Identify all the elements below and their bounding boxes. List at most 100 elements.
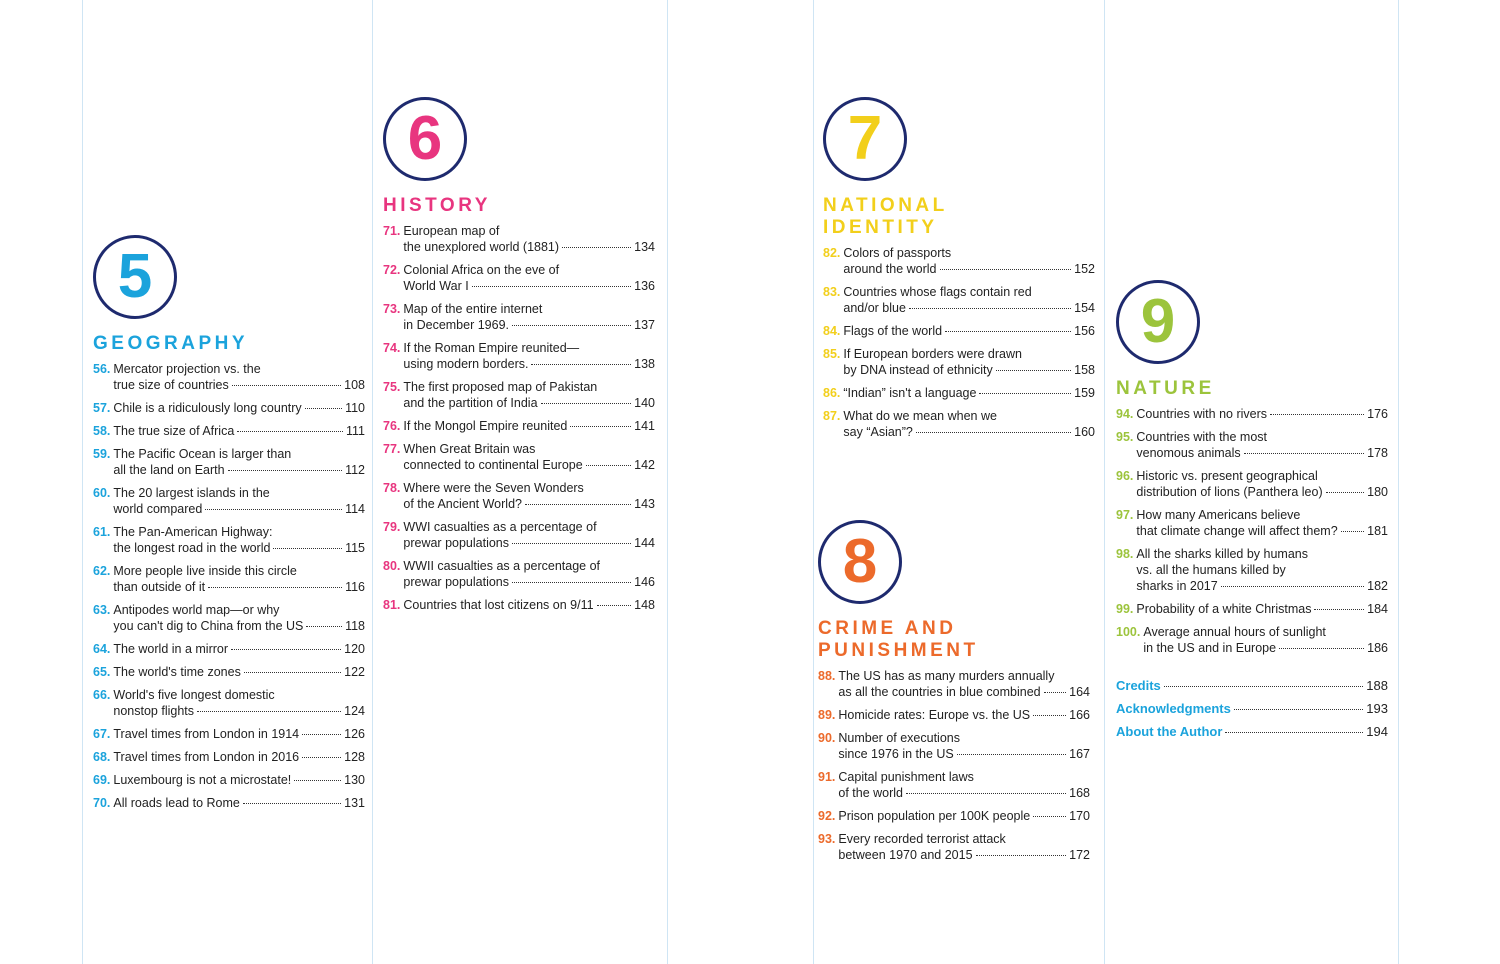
entry-last-line: since 1976 in the US 167 [838,746,1090,762]
entry-last-line: in December 1969. 137 [403,317,655,333]
section-title: CRIME AND PUNISHMENT [818,618,1090,662]
entry-body: More people live inside this circle than … [113,563,365,595]
entry-number: 87. [823,409,841,423]
entry-body: Countries that lost citizens on 9/11 148 [403,597,655,613]
entry-last-line: using modern borders. 138 [403,356,655,372]
entry-number: 59. [93,447,111,461]
entry-body: Homicide rates: Europe vs. the US 166 [838,707,1090,723]
section-title: HISTORY [383,195,655,217]
toc-entry: 81. Countries that lost citizens on 9/11 1… [383,597,655,613]
entry-last-line: all the land on Earth 112 [113,462,365,478]
entry-last-line: of the world 168 [838,785,1090,801]
entry-body: The Pan-American Highway: the longest roa… [113,524,365,556]
entry-last-line: Prison population per 100K people 170 [838,808,1090,824]
toc-entry: 89. Homicide rates: Europe vs. the US 166 [818,707,1090,723]
entry-title-line: using modern borders. [403,357,529,371]
page-number: 115 [345,541,365,555]
entry-number: 93. [818,832,836,846]
leader [227,470,343,471]
toc-entry: 62. More people live inside this circle th… [93,563,365,595]
entry-title-line: World's five longest domestic [113,688,275,702]
entry-last-line: Probability of a white Christmas 184 [1136,601,1388,617]
entry-number: 88. [818,669,836,683]
entry-title-line: The 20 largest islands in the [113,486,270,500]
entry-body: Colonial Africa on the eve of World War I… [403,262,655,294]
leader [1163,686,1364,687]
entry-title-line: All the sharks killed by humans [1136,547,1308,561]
entry-title-line: vs. all the humans killed by [1136,563,1286,577]
entry-title-line: When Great Britain was [403,442,536,456]
entry-title-line: Average annual hours of sunlight [1143,625,1326,639]
toc-entry: 71. European map of the unexplored world (… [383,223,655,255]
toc-entry: 83. Countries whose flags contain red and/… [823,284,1095,316]
toc-entry: 63. Antipodes world map—or why you can't d… [93,602,365,634]
entry-number: 100. [1116,625,1141,639]
page-number: 167 [1069,747,1090,761]
page-number: 154 [1074,301,1095,315]
entry-title-line: More people live inside this circle [113,564,297,578]
entry-title-line: World War I [403,279,469,293]
page-number: 128 [344,750,365,764]
entry-last-line: prewar populations 146 [403,574,655,590]
entry-title-line: What do we mean when we [843,409,997,423]
entry-body: WWII casualties as a percentage of prewar… [403,558,655,590]
section-number: 5 [93,235,177,319]
entry-last-line: you can't dig to China from the US 118 [113,618,365,634]
leader [1043,692,1067,693]
toc-entry: 93. Every recorded terrorist attack betwee… [818,831,1090,863]
page-number: 186 [1367,641,1388,655]
entry-number: 64. [93,642,111,656]
page-number: 176 [1367,407,1388,421]
entry-title-line: Chile is a ridiculously long country [113,401,302,415]
divider [667,0,668,964]
entry-number: 70. [93,796,111,810]
leader [512,325,632,326]
section-title-line: PUNISHMENT [818,640,979,661]
entry-body: If European borders were drawn by DNA ins… [843,346,1095,378]
entry-title-line: Countries with the most [1136,430,1267,444]
page-number: 159 [1074,386,1095,400]
entry-body: Countries with the most venomous animals 1… [1136,429,1388,461]
leader [939,269,1072,270]
entry-body: How many Americans believe that climate c… [1136,507,1388,539]
toc-entry: 70. All roads lead to Rome 131 [93,795,365,811]
entry-number: 92. [818,809,836,823]
entry-last-line: and the partition of India 140 [403,395,655,411]
leader [1270,414,1365,415]
page-number: 158 [1074,363,1095,377]
entry-last-line: the unexplored world (1881) 134 [403,239,655,255]
divider [1104,0,1105,964]
toc-entry: 76. If the Mongol Empire reunited 141 [383,418,655,434]
entry-body: Prison population per 100K people 170 [838,808,1090,824]
entry-body: All the sharks killed by humans vs. all t… [1136,546,1388,594]
page-number: 122 [344,665,365,679]
entry-title-line: Travel times from London in 1914 [113,727,300,741]
leader [205,509,343,510]
toc-entry: 90. Number of executions since 1976 in the… [818,730,1090,762]
toc-entry: 79. WWI casualties as a percentage of prew… [383,519,655,551]
entry-last-line: true size of countries 108 [113,377,365,393]
entry-last-line: Luxembourg is not a microstate! 130 [113,772,365,788]
entry-number: 60. [93,486,111,500]
toc-entry: 68. Travel times from London in 2016 128 [93,749,365,765]
entry-title-line: in December 1969. [403,318,510,332]
entry-last-line: The world's time zones 122 [113,664,365,680]
entry-title-line: connected to continental Europe [403,458,583,472]
toc-entry: 58. The true size of Africa 111 [93,423,365,439]
page-number: 170 [1069,809,1090,823]
leader [304,408,343,409]
entry-number: 77. [383,442,401,456]
entry-title-line: Colors of passports [843,246,952,260]
leader [979,393,1072,394]
entry-last-line: The world in a mirror 120 [113,641,365,657]
entry-title-line: The world in a mirror [113,642,229,656]
leader [1033,715,1067,716]
entry-title-line: Number of executions [838,731,960,745]
page-number: 108 [344,378,365,392]
entry-number: 99. [1116,602,1134,616]
entry-title-line: Countries that lost citizens on 9/11 [403,598,594,612]
entry-body: Countries with no rivers 176 [1136,406,1388,422]
entry-last-line: prewar populations 144 [403,535,655,551]
divider [372,0,373,964]
section: 7 NATIONAL IDENTITY 82. Colors of passports a… [823,97,1095,447]
